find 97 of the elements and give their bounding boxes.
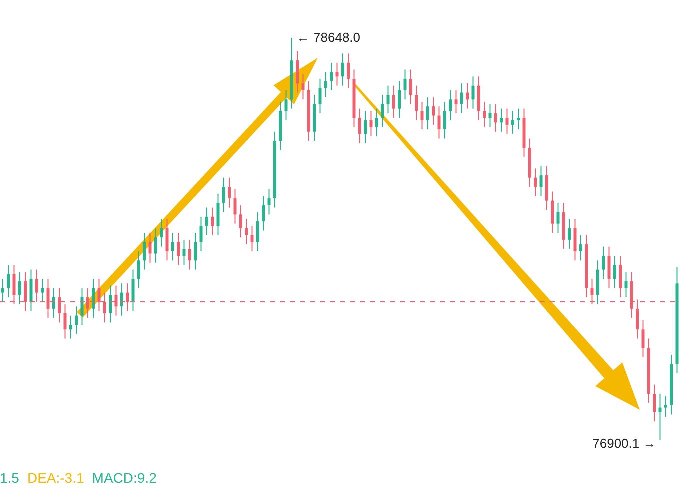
candlestick <box>608 246 611 289</box>
candlestick <box>664 396 668 418</box>
candlestick <box>517 108 520 130</box>
candlestick <box>420 101 424 130</box>
candlestick <box>7 264 10 298</box>
candlestick <box>500 108 504 132</box>
candlestick <box>109 285 112 324</box>
candlestick <box>653 384 656 422</box>
candlestick <box>211 207 214 236</box>
candlestick <box>426 96 430 130</box>
candlestick <box>137 250 140 289</box>
candlestick <box>250 226 254 252</box>
candlestick <box>330 62 334 91</box>
candlestick <box>80 288 84 326</box>
candlestick <box>154 228 158 264</box>
candlestick <box>636 299 640 340</box>
candlestick <box>69 315 72 340</box>
text: MACD:9.2 <box>92 470 157 486</box>
text: 1.5 <box>0 470 20 486</box>
candlestick <box>642 320 645 358</box>
candlestick <box>188 239 192 270</box>
candlestick <box>370 110 373 137</box>
candlestick <box>358 108 362 144</box>
candlestick <box>268 188 271 216</box>
candlestick <box>375 108 378 137</box>
candlestick <box>302 74 305 100</box>
candlestick <box>148 232 152 264</box>
candlestick <box>574 218 577 262</box>
candlestick <box>205 207 208 236</box>
candlestick <box>438 106 441 140</box>
candlestick <box>443 101 446 140</box>
annotation: ← 78648.0 <box>296 30 361 46</box>
candlestick <box>160 218 164 248</box>
candlestick <box>200 216 203 252</box>
candlestick <box>194 232 198 270</box>
candlestick <box>454 90 458 114</box>
candlestick <box>234 188 237 224</box>
candlestick <box>568 218 572 250</box>
candlestick <box>216 193 220 236</box>
candlestick <box>579 234 582 262</box>
candlestick <box>494 104 498 132</box>
candlestick <box>222 177 226 213</box>
candlestick <box>18 272 22 305</box>
candlestick <box>30 269 33 312</box>
candlestick <box>1 278 4 303</box>
candlestick <box>658 393 662 440</box>
candlestick <box>256 212 260 252</box>
candlestick <box>466 83 470 110</box>
candlestick <box>483 101 486 128</box>
candlestick <box>613 256 616 289</box>
candlestick <box>52 288 56 319</box>
candlestick <box>511 110 514 135</box>
candlestick <box>506 108 509 135</box>
candlestick <box>166 218 169 262</box>
candlestick <box>409 69 412 105</box>
candlestick <box>488 104 492 128</box>
candlestick <box>296 50 300 94</box>
candlestick <box>177 232 180 266</box>
candlestick <box>556 202 560 234</box>
candlestick <box>534 168 538 197</box>
candlestick <box>392 85 396 119</box>
candlestick <box>472 76 475 110</box>
candlestick <box>239 204 242 238</box>
candlestick <box>386 85 390 114</box>
candlestick <box>75 306 78 335</box>
candlestick <box>449 90 452 121</box>
candlestick <box>171 232 174 262</box>
candlestick <box>460 83 464 114</box>
candlestick <box>324 72 328 98</box>
candlestick <box>245 218 248 246</box>
candlestick <box>364 110 368 144</box>
candlestick <box>120 283 124 316</box>
candlestick <box>182 239 186 266</box>
candlestick <box>540 166 543 197</box>
candlestick <box>318 78 322 114</box>
candlestick <box>602 246 606 280</box>
candlestick <box>132 269 135 312</box>
candlestick <box>347 53 350 89</box>
candlestick <box>64 304 67 340</box>
candlestick <box>624 272 628 298</box>
candlestick <box>336 62 339 86</box>
candlestick <box>619 256 622 298</box>
candlestick <box>551 191 554 234</box>
annotation: 76900.1 → <box>592 436 656 451</box>
candlestick <box>404 69 407 100</box>
candlestick <box>415 85 418 121</box>
candlestick <box>92 278 96 319</box>
candlestick <box>262 196 266 232</box>
candlestick <box>381 94 384 128</box>
text: DEA:-3.1 <box>27 470 84 486</box>
candlestick <box>341 53 344 86</box>
candlestick <box>41 278 44 303</box>
candlestick <box>398 80 402 119</box>
candlestick <box>228 177 232 208</box>
candlestick <box>284 90 288 121</box>
candlestick <box>432 96 436 126</box>
candlestick <box>143 232 146 270</box>
